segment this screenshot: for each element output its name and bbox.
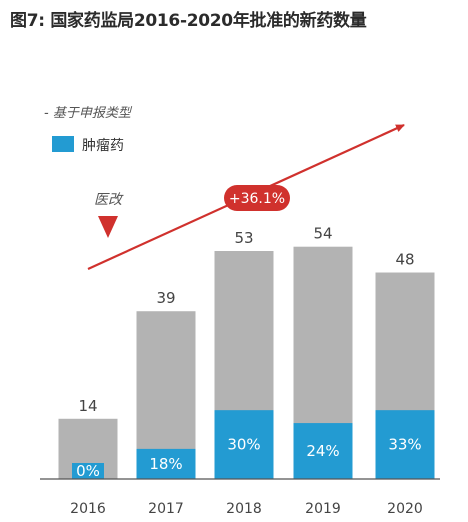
growth-badge [224, 185, 290, 211]
x-tick-label-2017: 2017 [148, 501, 184, 517]
total-label-2018: 53 [234, 229, 253, 247]
bar-oncology-2019 [293, 423, 353, 479]
reform-marker-triangle [98, 216, 118, 238]
x-tick-label-2016: 2016 [70, 501, 106, 517]
bar-oncology-2020 [375, 410, 435, 479]
bars-group [58, 246, 435, 479]
x-tick-label-2019: 2019 [305, 501, 341, 517]
bar-oncology-2017 [136, 448, 196, 479]
oncology-share-label-2018: 30% [227, 436, 260, 454]
total-label-2020: 48 [395, 251, 414, 269]
bar-oncology-2018 [214, 410, 274, 479]
legend-label-oncology: 肿瘤药 [82, 137, 124, 154]
total-label-2017: 39 [156, 289, 175, 307]
legend-swatch-oncology [52, 136, 74, 152]
labels-group: 14 0% 2016 39 18% 2017 53 30% 2018 54 24% 2019 48 33%… [70, 225, 423, 517]
total-label-2019: 54 [313, 225, 332, 243]
oncology-share-label-2016: 0% [76, 462, 100, 480]
x-tick-label-2018: 2018 [226, 501, 262, 517]
bar-oncology-2016 [72, 463, 104, 479]
chart-title: 图7: 国家药监局2016-2020年批准的新药数量 [10, 11, 367, 31]
x-tick-label-2020: 2020 [387, 501, 423, 517]
total-label-2016: 14 [78, 397, 97, 415]
growth-badge-label: +36.1% [229, 191, 285, 207]
oncology-share-label-2017: 18% [149, 455, 182, 473]
chart-subtitle: - 基于申报类型 [44, 106, 133, 121]
reform-annotation-label: 医改 [94, 192, 124, 208]
oncology-share-label-2020: 33% [388, 436, 421, 454]
oncology-share-label-2019: 24% [306, 442, 339, 460]
